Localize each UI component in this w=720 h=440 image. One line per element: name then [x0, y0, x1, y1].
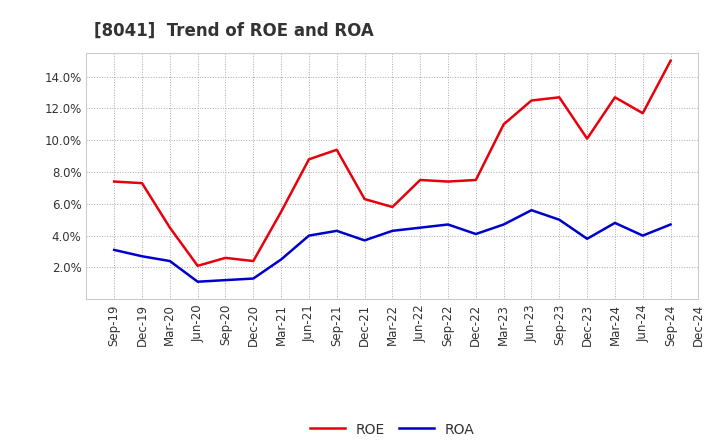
ROE — [666, 58, 675, 63]
ROE — [500, 122, 508, 127]
ROE — [249, 258, 258, 264]
ROE — [388, 204, 397, 209]
ROA — [194, 279, 202, 284]
ROA — [555, 217, 564, 222]
Line: ROA: ROA — [114, 210, 670, 282]
ROA — [527, 208, 536, 213]
ROE — [360, 196, 369, 202]
ROE — [639, 110, 647, 116]
ROE — [276, 209, 285, 214]
ROA — [110, 247, 119, 253]
ROA — [360, 238, 369, 243]
ROE — [416, 177, 425, 183]
ROE — [221, 255, 230, 260]
Line: ROE: ROE — [114, 61, 670, 266]
ROE — [138, 180, 146, 186]
ROE — [110, 179, 119, 184]
ROE — [611, 95, 619, 100]
ROE — [527, 98, 536, 103]
ROA — [305, 233, 313, 238]
ROA — [582, 236, 591, 242]
ROE — [582, 136, 591, 141]
ROA — [221, 278, 230, 283]
Legend: ROE, ROA: ROE, ROA — [305, 417, 480, 440]
ROE — [444, 179, 452, 184]
ROE — [166, 225, 174, 230]
ROE — [555, 95, 564, 100]
ROE — [472, 177, 480, 183]
ROA — [472, 231, 480, 237]
ROA — [249, 276, 258, 281]
ROE — [194, 263, 202, 268]
ROA — [416, 225, 425, 230]
ROA — [611, 220, 619, 226]
ROA — [388, 228, 397, 234]
ROA — [639, 233, 647, 238]
ROA — [138, 253, 146, 259]
ROE — [305, 157, 313, 162]
Text: [8041]  Trend of ROE and ROA: [8041] Trend of ROE and ROA — [94, 22, 374, 40]
ROA — [166, 258, 174, 264]
ROA — [500, 222, 508, 227]
ROA — [444, 222, 452, 227]
ROA — [666, 222, 675, 227]
ROA — [276, 257, 285, 262]
ROA — [333, 228, 341, 234]
ROE — [333, 147, 341, 152]
